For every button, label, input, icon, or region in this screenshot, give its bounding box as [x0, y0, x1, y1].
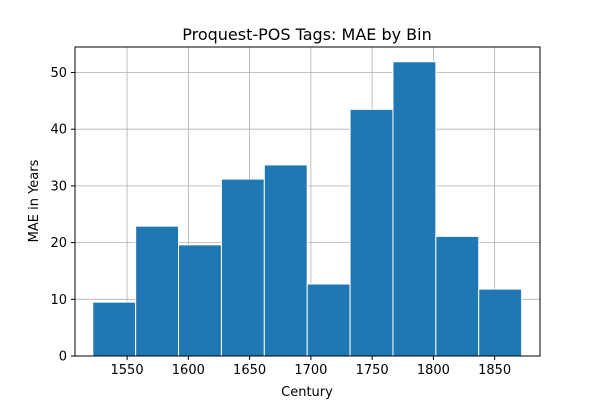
bars: [92, 61, 523, 357]
histogram-bar: [306, 283, 351, 357]
x-tick-label: 1650: [233, 363, 266, 378]
y-axis-ticks: 0 10 20 30 40 50: [50, 66, 75, 365]
histogram-bar: [178, 244, 222, 357]
histogram-bar: [435, 235, 480, 357]
x-tick-label: 1550: [111, 363, 144, 378]
y-tick-label: 0: [59, 350, 67, 365]
y-tick-label: 50: [50, 66, 67, 81]
y-tick-label: 20: [50, 236, 67, 251]
histogram-bar: [392, 61, 437, 357]
y-tick-label: 10: [50, 293, 67, 308]
x-tick-label: 1750: [356, 363, 389, 378]
x-tick-label: 1700: [294, 363, 327, 378]
histogram-bar: [478, 288, 523, 357]
x-tick-label: 1850: [478, 363, 511, 378]
y-tick-label: 30: [50, 179, 67, 194]
histogram-bar: [263, 164, 308, 357]
histogram-bar: [349, 108, 394, 357]
chart-title: Proquest-POS Tags: MAE by Bin: [182, 25, 432, 44]
y-tick-label: 40: [50, 123, 67, 138]
x-axis-label: Century: [281, 385, 333, 400]
x-axis-ticks: 1550 1600 1650 1700 1750 1800 1850: [111, 356, 511, 378]
histogram-bar: [92, 301, 137, 357]
y-axis-label: MAE in Years: [27, 159, 42, 242]
x-tick-label: 1800: [417, 363, 450, 378]
x-tick-label: 1600: [172, 363, 205, 378]
plot-frame: [74, 46, 541, 357]
histogram-bar: [220, 178, 265, 357]
histogram-bar: [135, 225, 180, 357]
